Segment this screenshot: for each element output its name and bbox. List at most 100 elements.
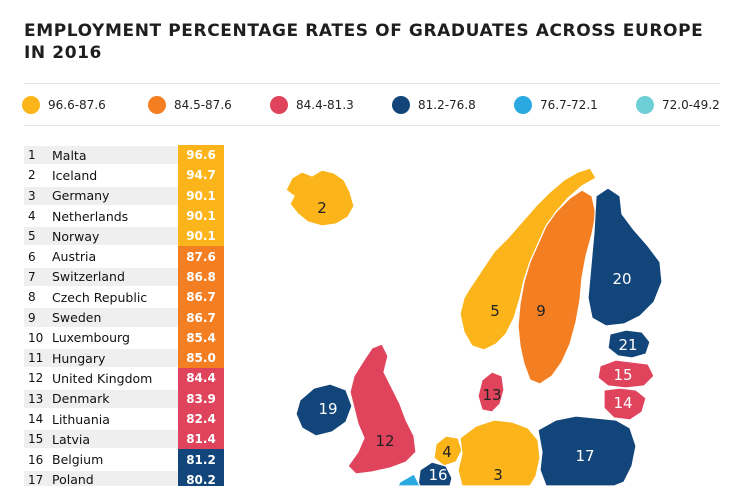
legend-swatch xyxy=(22,96,40,114)
map-label-norway: 5 xyxy=(490,302,500,320)
country-name: Germany xyxy=(52,188,110,204)
rate-value: 90.1 xyxy=(178,226,224,247)
rank-number: 13 xyxy=(28,391,44,406)
legend-item: 81.2-76.8 xyxy=(392,94,476,116)
country-name: Denmark xyxy=(52,391,110,407)
table-row: 2 Iceland 94.7 xyxy=(24,165,226,186)
table-row: 11 Hungary 85.0 xyxy=(24,347,226,369)
rate-value: 90.1 xyxy=(178,205,224,227)
country-name: Norway xyxy=(52,228,100,244)
table-row: 12 United Kingdom 84.4 xyxy=(24,368,226,389)
table-row: 1 Malta 96.6 xyxy=(24,145,226,166)
legend-label: 81.2-76.8 xyxy=(418,98,476,112)
rate-value: 87.6 xyxy=(178,246,224,267)
table-row: 10 Luxembourg 85.4 xyxy=(24,327,226,348)
rank-number: 5 xyxy=(28,229,36,244)
country-name: Netherlands xyxy=(52,208,129,224)
rank-number: 11 xyxy=(28,351,44,366)
map-label-latvia: 15 xyxy=(613,366,632,384)
map-region-lithuania xyxy=(603,387,647,421)
legend-item: 76.7-72.1 xyxy=(514,94,598,116)
rank-number: 16 xyxy=(28,452,44,467)
table-row: 6 Austria 87.6 xyxy=(24,246,226,267)
legend-swatch xyxy=(270,96,288,114)
rank-number: 15 xyxy=(28,432,44,447)
country-name: Latvia xyxy=(52,431,91,447)
legend-label: 96.6-87.6 xyxy=(48,98,106,112)
rate-value: 90.1 xyxy=(178,185,224,206)
europe-map: 2 5 9 20 21 15 14 13 19 12 4 3 17 16 xyxy=(240,140,741,486)
map-label-belgium: 16 xyxy=(428,466,447,484)
legend: 96.6-87.6 84.5-87.6 84.4-81.3 81.2-76.8 … xyxy=(22,94,732,116)
title-divider xyxy=(24,83,720,84)
map-label-netherlands: 4 xyxy=(442,443,452,461)
legend-swatch xyxy=(392,96,410,114)
rate-value: 96.6 xyxy=(178,145,224,166)
table-row: 3 Germany 90.1 xyxy=(24,185,226,206)
rate-value: 85.0 xyxy=(178,347,224,369)
map-region-ireland xyxy=(295,383,353,437)
map-region-denmark xyxy=(477,371,505,413)
rank-number: 7 xyxy=(28,269,36,284)
table-row: 17 Poland 80.2 xyxy=(24,469,226,486)
map-region-netherlands xyxy=(433,435,463,467)
map-region-estonia xyxy=(607,329,651,359)
table-row: 15 Latvia 81.4 xyxy=(24,429,226,450)
legend-divider xyxy=(24,125,720,126)
rate-value: 81.2 xyxy=(178,449,224,470)
table-row: 8 Czech Republic 86.7 xyxy=(24,287,226,308)
rank-number: 6 xyxy=(28,249,36,264)
rate-value: 80.2 xyxy=(178,469,224,486)
map-region-iceland xyxy=(285,169,355,227)
country-name: Belgium xyxy=(52,452,104,468)
rank-number: 8 xyxy=(28,290,36,305)
map-label-denmark: 13 xyxy=(482,386,501,404)
table-row: 5 Norway 90.1 xyxy=(24,226,226,247)
country-name: Hungary xyxy=(52,350,106,366)
rank-number: 3 xyxy=(28,188,36,203)
legend-swatch xyxy=(514,96,532,114)
map-region-finland xyxy=(587,187,663,327)
country-name: United Kingdom xyxy=(52,370,153,386)
map-label-iceland: 2 xyxy=(317,199,327,217)
table-row: 16 Belgium 81.2 xyxy=(24,449,226,470)
table-row: 13 Denmark 83.9 xyxy=(24,388,226,409)
map-label-lithuania: 14 xyxy=(613,394,632,412)
country-name: Iceland xyxy=(52,167,98,183)
map-region-latvia xyxy=(597,359,655,389)
map-label-germany: 3 xyxy=(493,466,503,484)
map-region-belgium xyxy=(417,461,453,486)
rate-value: 86.8 xyxy=(178,266,224,288)
map-label-uk: 12 xyxy=(375,432,394,450)
rank-number: 12 xyxy=(28,371,44,386)
legend-label: 84.5-87.6 xyxy=(174,98,232,112)
country-name: Poland xyxy=(52,472,94,486)
map-region-uk xyxy=(347,343,417,475)
table-row: 7 Switzerland 86.8 xyxy=(24,266,226,288)
table-row: 14 Lithuania 82.4 xyxy=(24,408,226,430)
rank-number: 14 xyxy=(28,412,44,426)
rank-number: 1 xyxy=(28,148,36,163)
rank-number: 10 xyxy=(28,330,44,345)
country-name: Switzerland xyxy=(52,269,125,285)
rate-value: 94.7 xyxy=(178,165,224,186)
map-label-ireland: 19 xyxy=(318,400,337,418)
ranking-table: 1 Malta 96.6 2 Iceland 94.7 3 Germany 90… xyxy=(24,145,226,486)
rate-value: 86.7 xyxy=(178,307,224,328)
rank-number: 9 xyxy=(28,310,36,325)
legend-label: 84.4-81.3 xyxy=(296,98,354,112)
country-name: Luxembourg xyxy=(52,330,130,346)
rate-value: 84.4 xyxy=(178,368,224,389)
country-name: Lithuania xyxy=(52,411,110,427)
legend-swatch xyxy=(636,96,654,114)
map-label-estonia: 21 xyxy=(618,336,637,354)
rate-value: 82.4 xyxy=(178,408,224,430)
legend-swatch xyxy=(148,96,166,114)
rank-number: 4 xyxy=(28,209,36,224)
table-row: 4 Netherlands 90.1 xyxy=(24,205,226,227)
rate-value: 81.4 xyxy=(178,429,224,450)
rate-value: 85.4 xyxy=(178,327,224,348)
legend-item: 84.4-81.3 xyxy=(270,94,354,116)
rate-value: 86.7 xyxy=(178,287,224,308)
rank-number: 17 xyxy=(28,472,44,486)
